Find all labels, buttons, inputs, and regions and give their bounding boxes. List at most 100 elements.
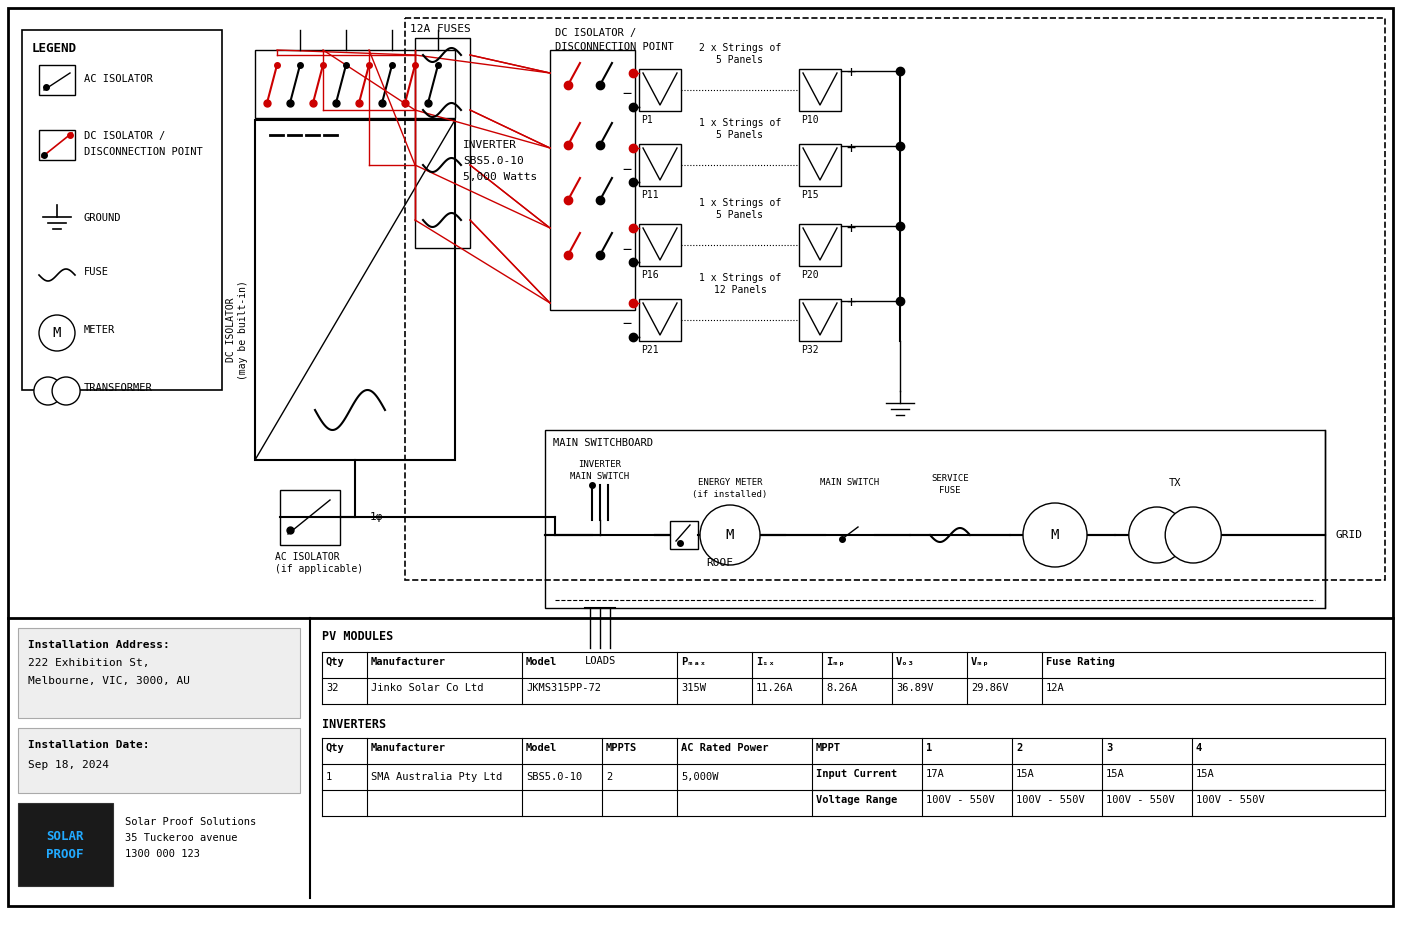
- Text: Fuse Rating: Fuse Rating: [1047, 657, 1115, 667]
- Text: 3: 3: [1105, 743, 1112, 753]
- Text: Voltage Range: Voltage Range: [815, 795, 897, 805]
- Text: DC ISOLATOR
(may be built-in): DC ISOLATOR (may be built-in): [226, 280, 248, 380]
- Bar: [799, 299, 841, 341]
- Text: SMA Australia Pty Ltd: SMA Australia Pty Ltd: [371, 772, 502, 782]
- Text: Model: Model: [525, 743, 558, 753]
- Text: +: +: [846, 66, 856, 81]
- Text: DC ISOLATOR /: DC ISOLATOR /: [555, 28, 636, 38]
- Text: 12A FUSES: 12A FUSES: [410, 24, 471, 34]
- Text: SERVICE: SERVICE: [932, 474, 969, 483]
- Text: 315W: 315W: [681, 683, 706, 693]
- Text: ENERGY METER: ENERGY METER: [698, 478, 762, 487]
- Text: SBS5.0-10: SBS5.0-10: [525, 772, 583, 782]
- Text: TRANSFORMER: TRANSFORMER: [84, 383, 153, 393]
- Text: 17A: 17A: [926, 769, 944, 779]
- Text: Iₛₓ: Iₛₓ: [757, 657, 775, 667]
- Text: Melbourne, VIC, 3000, AU: Melbourne, VIC, 3000, AU: [28, 676, 191, 686]
- Text: FUSE: FUSE: [939, 486, 961, 495]
- Text: DISCONNECTION POINT: DISCONNECTION POINT: [555, 42, 674, 52]
- Text: INVERTER: INVERTER: [462, 140, 517, 150]
- Text: 32: 32: [326, 683, 339, 693]
- Text: 1φ: 1φ: [370, 512, 384, 522]
- Text: JKMS315PP-72: JKMS315PP-72: [525, 683, 601, 693]
- Text: MPPTS: MPPTS: [607, 743, 637, 753]
- Bar: [639, 69, 681, 111]
- Text: Manufacturer: Manufacturer: [371, 657, 446, 667]
- Text: 5,000 Watts: 5,000 Watts: [462, 172, 537, 182]
- Circle shape: [39, 315, 76, 351]
- Circle shape: [34, 377, 62, 405]
- Text: 29.86V: 29.86V: [971, 683, 1009, 693]
- Text: 15A: 15A: [1016, 769, 1035, 779]
- Text: Input Current: Input Current: [815, 769, 897, 779]
- Text: M: M: [726, 528, 734, 542]
- Text: P10: P10: [801, 115, 818, 125]
- Text: −: −: [622, 161, 632, 177]
- Bar: [405, 18, 1386, 580]
- Text: (if installed): (if installed): [692, 490, 768, 499]
- Text: 100V - 550V: 100V - 550V: [1105, 795, 1175, 805]
- Text: P15: P15: [801, 190, 818, 200]
- Text: Solar Proof Solutions: Solar Proof Solutions: [125, 817, 256, 827]
- Text: TX: TX: [1168, 478, 1181, 488]
- Bar: [639, 144, 681, 186]
- Text: 4: 4: [1196, 743, 1202, 753]
- Text: 36.89V: 36.89V: [897, 683, 933, 693]
- Text: INVERTERS: INVERTERS: [322, 718, 387, 731]
- Text: Qty: Qty: [326, 743, 345, 753]
- Bar: [799, 69, 841, 111]
- Text: ROOF: ROOF: [706, 558, 734, 568]
- Text: AC ISOLATOR: AC ISOLATOR: [275, 552, 339, 562]
- Text: MAIN SWITCH: MAIN SWITCH: [821, 478, 880, 487]
- Text: 2: 2: [607, 772, 612, 782]
- Text: 15A: 15A: [1105, 769, 1125, 779]
- Text: Jinko Solar Co Ltd: Jinko Solar Co Ltd: [371, 683, 483, 693]
- Text: M: M: [53, 326, 62, 340]
- Circle shape: [1023, 503, 1087, 567]
- Text: PV MODULES: PV MODULES: [322, 630, 394, 643]
- Text: 2 x Strings of
5 Panels: 2 x Strings of 5 Panels: [699, 44, 782, 65]
- Text: 8.26A: 8.26A: [827, 683, 857, 693]
- Bar: [255, 50, 455, 118]
- Text: DC ISOLATOR /: DC ISOLATOR /: [84, 131, 165, 141]
- Text: Qty: Qty: [326, 657, 345, 667]
- Text: P1: P1: [642, 115, 653, 125]
- Text: 12A: 12A: [1047, 683, 1065, 693]
- Text: SOLAR: SOLAR: [46, 830, 84, 843]
- Text: MAIN SWITCHBOARD: MAIN SWITCHBOARD: [553, 438, 653, 448]
- Text: M: M: [1051, 528, 1059, 542]
- Text: Installation Address:: Installation Address:: [28, 640, 170, 650]
- Text: +: +: [846, 220, 856, 235]
- Bar: [22, 30, 221, 390]
- Text: −: −: [622, 317, 632, 332]
- Text: Pₘₐₓ: Pₘₐₓ: [681, 657, 706, 667]
- Text: Sep 18, 2024: Sep 18, 2024: [28, 760, 109, 770]
- Bar: [255, 120, 455, 460]
- Text: INVERTER: INVERTER: [579, 460, 622, 469]
- Text: GRID: GRID: [1335, 530, 1362, 540]
- Text: PROOF: PROOF: [46, 847, 84, 860]
- Text: Manufacturer: Manufacturer: [371, 743, 446, 753]
- Text: 1 x Strings of
5 Panels: 1 x Strings of 5 Panels: [699, 198, 782, 220]
- Text: 1: 1: [926, 743, 932, 753]
- Bar: [799, 144, 841, 186]
- Text: 1 x Strings of
5 Panels: 1 x Strings of 5 Panels: [699, 119, 782, 140]
- Text: 1: 1: [326, 772, 332, 782]
- Text: MPPT: MPPT: [815, 743, 841, 753]
- Text: Vₘₚ: Vₘₚ: [971, 657, 989, 667]
- Text: 222 Exhibition St,: 222 Exhibition St,: [28, 658, 150, 668]
- Text: Installation Date:: Installation Date:: [28, 740, 150, 750]
- Text: METER: METER: [84, 325, 115, 335]
- Bar: [18, 728, 300, 793]
- Bar: [39, 65, 76, 95]
- Bar: [799, 224, 841, 266]
- Text: +: +: [846, 141, 856, 156]
- Text: 1 x Strings of
12 Panels: 1 x Strings of 12 Panels: [699, 273, 782, 295]
- Bar: [18, 803, 113, 886]
- Text: −: −: [622, 86, 632, 102]
- Circle shape: [700, 505, 759, 565]
- Text: SBS5.0-10: SBS5.0-10: [462, 156, 524, 166]
- Text: 100V - 550V: 100V - 550V: [1196, 795, 1265, 805]
- Bar: [670, 521, 698, 549]
- Text: 15A: 15A: [1196, 769, 1215, 779]
